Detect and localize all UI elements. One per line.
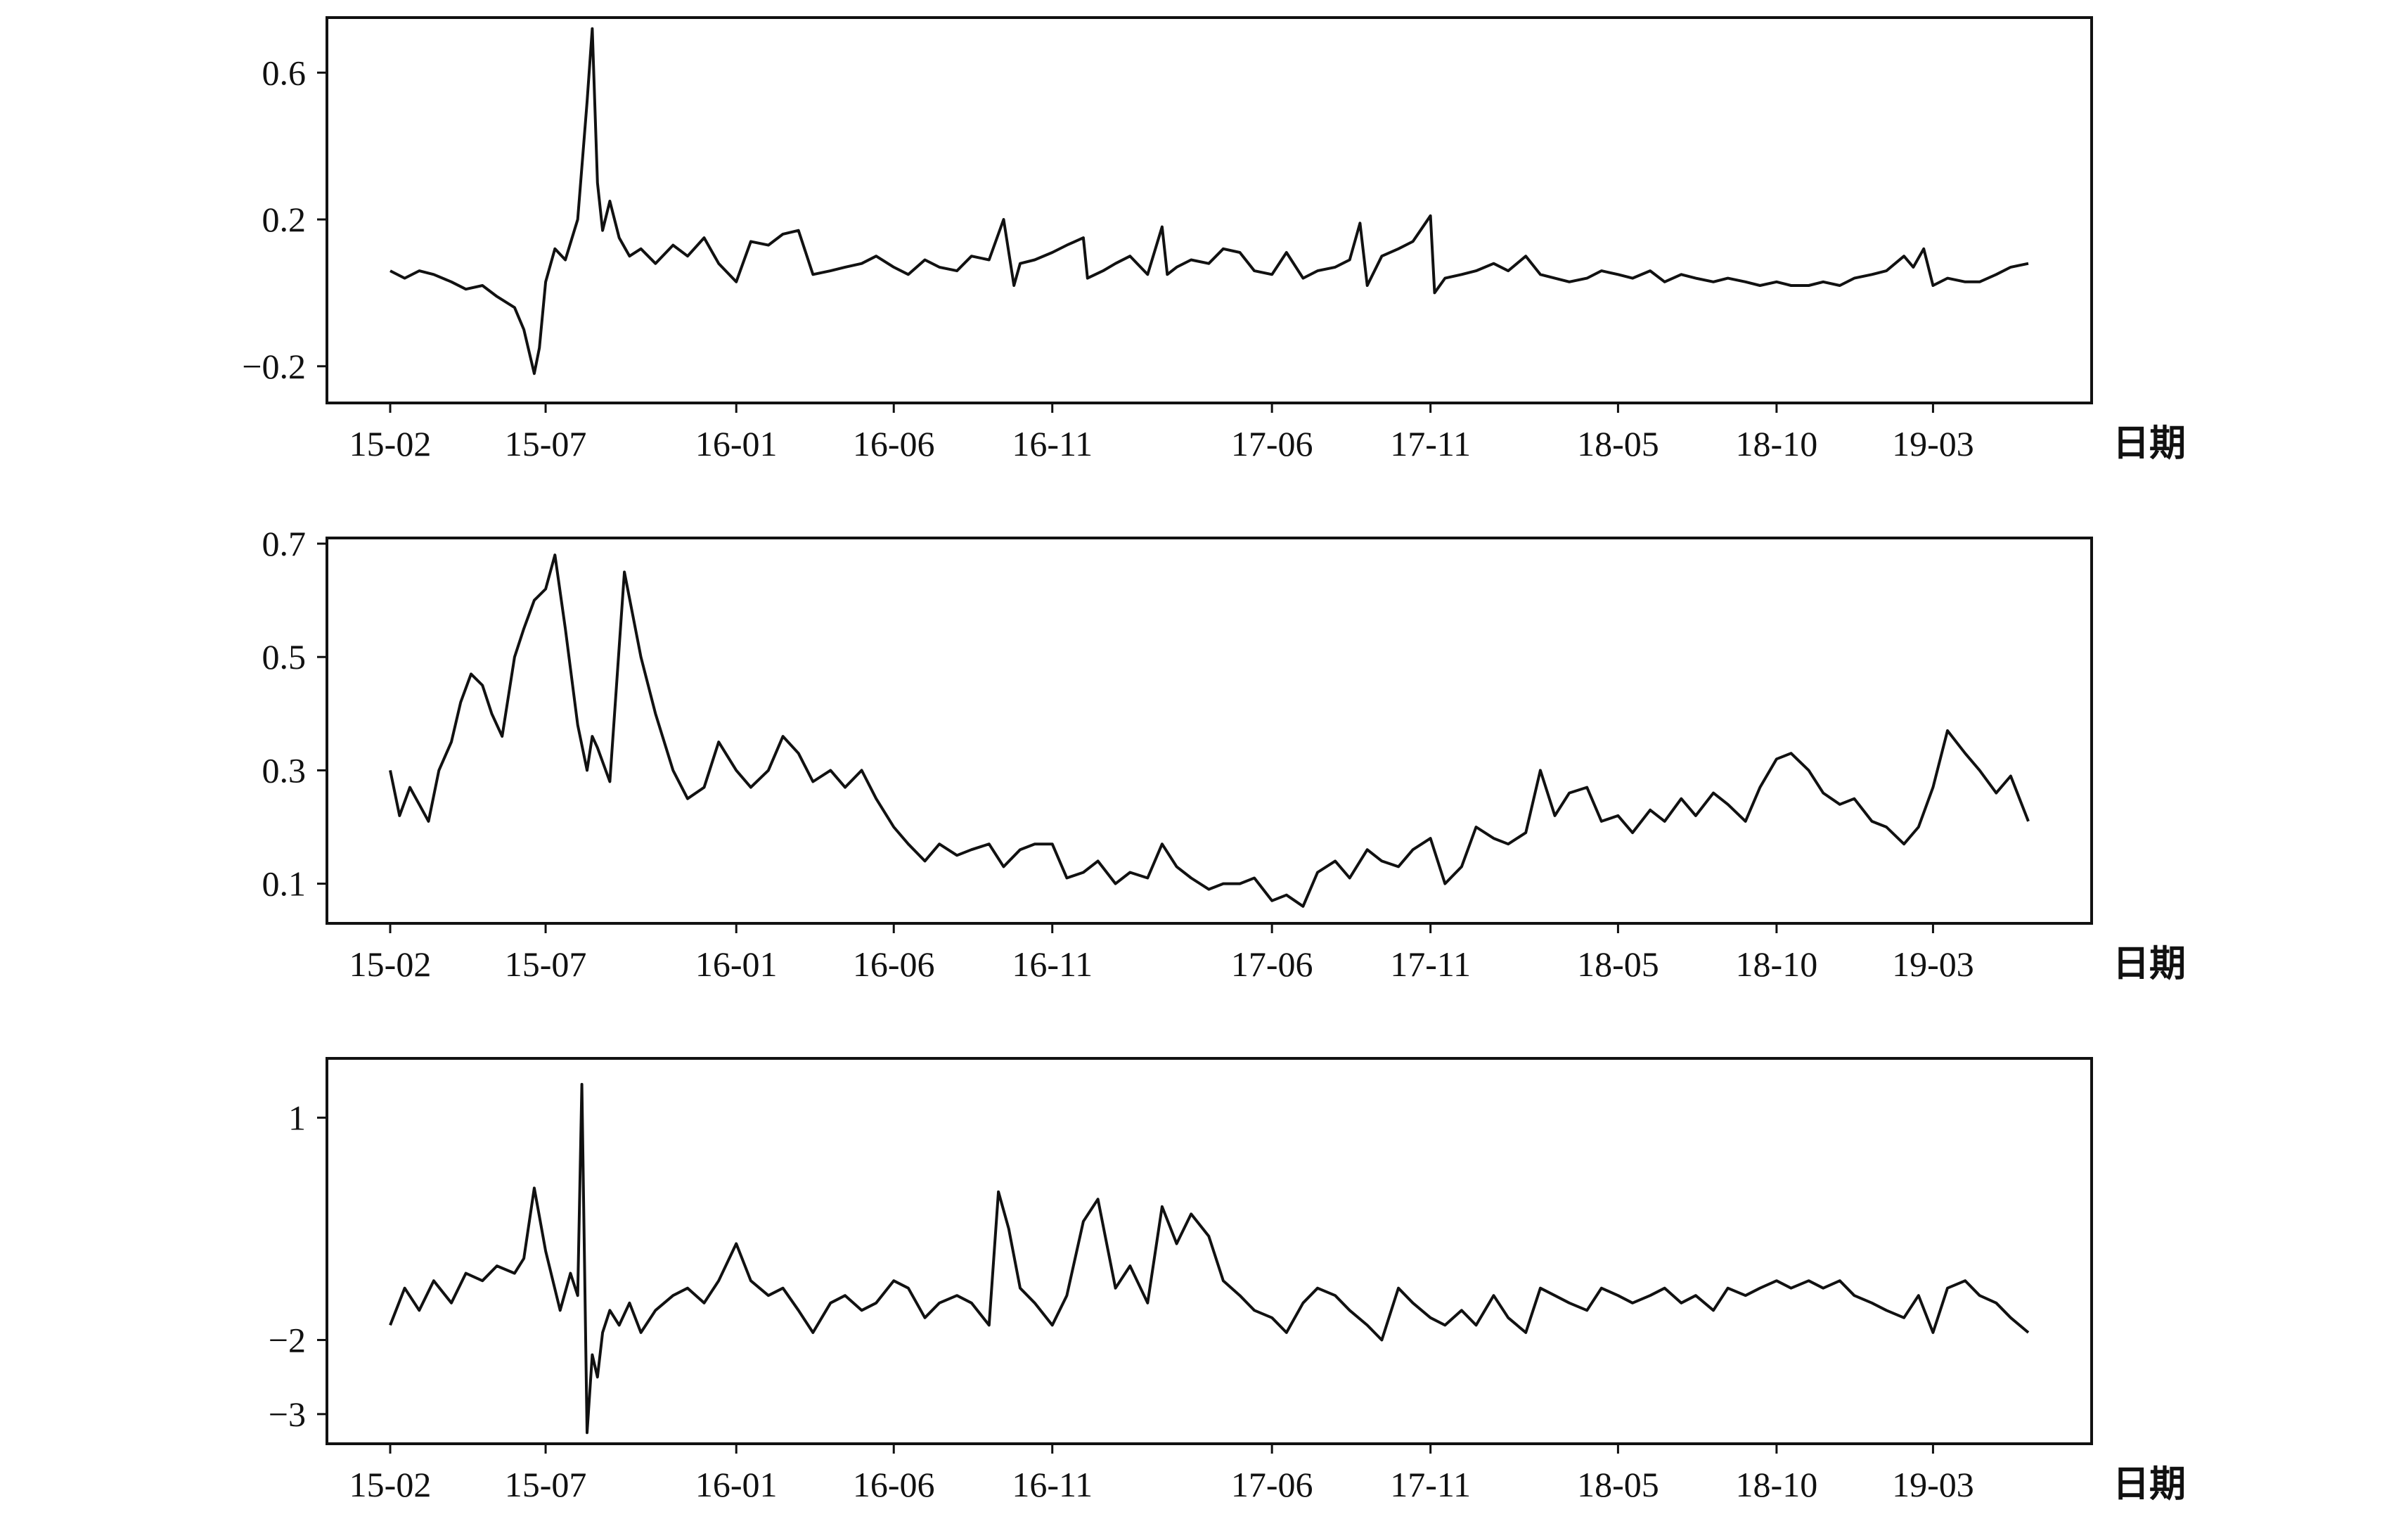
plot-frame bbox=[326, 16, 2093, 404]
x-tick-label: 16-06 bbox=[853, 1465, 935, 1504]
y-tick-label: 0.2 bbox=[262, 200, 307, 239]
x-tick-label: 17-11 bbox=[1390, 1465, 1471, 1504]
x-tick-label: 17-11 bbox=[1390, 944, 1471, 984]
x-tick-label: 17-06 bbox=[1231, 1465, 1313, 1504]
x-tick-label: 18-05 bbox=[1577, 1465, 1659, 1504]
y-tick-label: 0.5 bbox=[262, 637, 307, 677]
x-tick-label: 15-07 bbox=[505, 944, 587, 984]
y-tick-label: 0.1 bbox=[262, 864, 307, 904]
x-tick-label: 15-07 bbox=[505, 424, 587, 463]
x-tick-label: 19-03 bbox=[1892, 424, 1974, 463]
x-axis-label: 日期 bbox=[2113, 423, 2186, 465]
plot-frame bbox=[326, 1057, 2093, 1445]
x-tick-label: 17-06 bbox=[1231, 424, 1313, 463]
x-tick-label: 17-06 bbox=[1231, 944, 1313, 984]
panel-1: 15-02 15-07 16-01 16-06 16-11 17-06 17-11 18-05… bbox=[242, 16, 2186, 465]
x-tick-label: 16-11 bbox=[1012, 1465, 1093, 1504]
y-tick-label: −3 bbox=[269, 1395, 306, 1434]
x-tick-label: 18-10 bbox=[1736, 1465, 1818, 1504]
plot-frame bbox=[326, 537, 2093, 925]
y-tick-label: 0.3 bbox=[262, 750, 307, 790]
x-tick-label: 17-11 bbox=[1390, 424, 1471, 463]
series-line bbox=[389, 27, 2029, 376]
panel-3: 15-02 15-07 16-01 16-06 16-11 17-06 17-11 18-05… bbox=[269, 1057, 2186, 1506]
x-tick-label: 15-02 bbox=[349, 424, 432, 463]
panel-2: 15-02 15-07 16-01 16-06 16-11 17-06 17-11 18-05… bbox=[262, 524, 2187, 985]
x-tick-label: 19-03 bbox=[1892, 1465, 1974, 1504]
x-tick-label: 16-01 bbox=[695, 424, 778, 463]
x-tick-label: 16-06 bbox=[853, 424, 935, 463]
x-tick-label: 15-07 bbox=[505, 1465, 587, 1504]
x-tick-label: 18-10 bbox=[1736, 424, 1818, 463]
x-tick-label: 16-01 bbox=[695, 1465, 778, 1504]
x-tick-label: 15-02 bbox=[349, 1465, 432, 1504]
y-tick-label: 0.6 bbox=[262, 53, 307, 92]
y-tick-label: −0.2 bbox=[242, 347, 306, 386]
y-tick-label: 1 bbox=[288, 1098, 306, 1137]
y-tick-label: −2 bbox=[269, 1320, 306, 1359]
x-tick-label: 15-02 bbox=[349, 944, 432, 984]
x-axis-label: 日期 bbox=[2113, 1463, 2186, 1506]
series-line bbox=[389, 553, 2030, 908]
x-tick-label: 19-03 bbox=[1892, 944, 1974, 984]
x-tick-label: 16-01 bbox=[695, 944, 778, 984]
x-tick-label: 18-05 bbox=[1577, 944, 1659, 984]
x-tick-label: 16-11 bbox=[1012, 944, 1093, 984]
x-tick-label: 16-11 bbox=[1012, 424, 1093, 463]
series-line bbox=[389, 1082, 2030, 1435]
x-tick-label: 18-10 bbox=[1736, 944, 1818, 984]
x-axis-label: 日期 bbox=[2113, 943, 2186, 985]
x-tick-label: 18-05 bbox=[1577, 424, 1659, 463]
x-tick-label: 16-06 bbox=[853, 944, 935, 984]
y-tick-label: 0.7 bbox=[262, 524, 307, 563]
